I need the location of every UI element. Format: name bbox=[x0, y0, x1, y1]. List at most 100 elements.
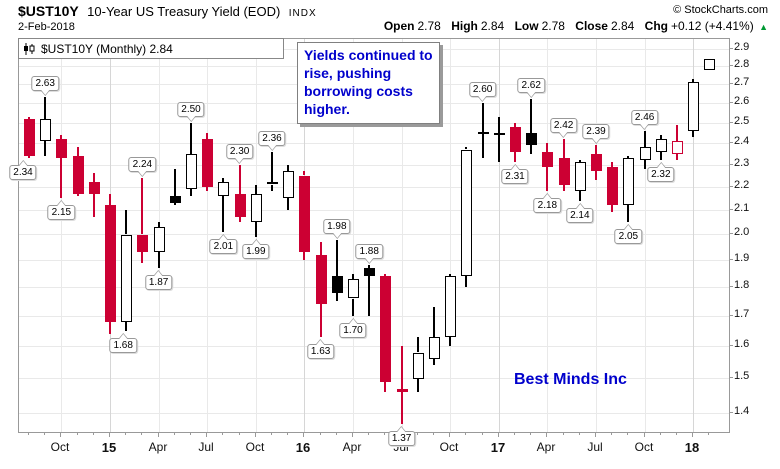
gridline-horizontal bbox=[19, 346, 729, 347]
price-callout: 2.42 bbox=[549, 118, 578, 139]
y-axis-tick bbox=[729, 233, 733, 234]
price-callout: 2.24 bbox=[128, 156, 157, 177]
candle-body bbox=[526, 132, 537, 146]
candle-wick bbox=[368, 265, 370, 269]
candle-body bbox=[73, 155, 84, 194]
y-axis-tick bbox=[729, 377, 733, 378]
candle-wick bbox=[449, 336, 451, 347]
candle-wick bbox=[77, 147, 79, 156]
candle-wick bbox=[579, 160, 581, 163]
gridline-horizontal bbox=[19, 378, 729, 379]
candle-body bbox=[510, 126, 521, 152]
candle-wick bbox=[465, 276, 467, 288]
y-axis-tick bbox=[729, 65, 733, 66]
price-callout: 2.05 bbox=[614, 224, 643, 245]
annotation-note: Yields continued to rise, pushing borrow… bbox=[297, 42, 440, 124]
candle-body bbox=[461, 149, 472, 277]
candle-wick bbox=[125, 210, 127, 235]
candle-body bbox=[121, 234, 132, 322]
up-arrow-icon: ▲ bbox=[759, 22, 768, 32]
gridline-vertical bbox=[645, 39, 646, 432]
x-axis-tick bbox=[303, 432, 304, 437]
chart-legend: $UST10Y (Monthly) 2.84 bbox=[18, 38, 284, 59]
x-axis-label: 16 bbox=[295, 440, 311, 455]
x-axis-tick bbox=[660, 432, 661, 435]
price-callout: 2.14 bbox=[566, 202, 594, 223]
candle-wick bbox=[190, 122, 192, 154]
open-label: Open bbox=[383, 19, 415, 33]
candle-wick bbox=[417, 378, 419, 392]
x-axis-tick bbox=[482, 432, 483, 435]
x-axis-tick bbox=[465, 432, 466, 435]
x-axis-tick bbox=[239, 432, 240, 435]
x-axis-tick bbox=[174, 432, 175, 435]
x-axis-tick bbox=[206, 432, 207, 437]
candle-body bbox=[137, 234, 148, 253]
y-axis-tick bbox=[729, 122, 733, 123]
candle-body bbox=[332, 276, 343, 293]
candle-body bbox=[445, 276, 456, 337]
candle-wick bbox=[255, 184, 257, 194]
candle-body bbox=[672, 141, 683, 154]
y-axis-label: 1.5 bbox=[734, 370, 750, 382]
candle-body bbox=[397, 388, 408, 392]
candle-wick bbox=[563, 184, 565, 192]
candle-wick bbox=[563, 139, 565, 159]
close-label: Close bbox=[575, 19, 608, 33]
candle-body bbox=[380, 276, 391, 382]
quote-date: 2-Feb-2018 bbox=[18, 21, 75, 33]
candle-wick bbox=[125, 321, 127, 331]
candle-body bbox=[542, 151, 553, 167]
y-axis-label: 1.4 bbox=[734, 405, 750, 417]
price-callout: 2.62 bbox=[517, 78, 545, 99]
x-axis-tick bbox=[93, 432, 94, 435]
stockcharts-credit: © StockCharts.com bbox=[673, 4, 768, 16]
candle-wick bbox=[579, 191, 581, 201]
x-axis-tick bbox=[530, 432, 531, 435]
candle-wick bbox=[303, 171, 305, 176]
candle-wick bbox=[174, 168, 176, 196]
chg-value: +0.12 (+4.41%) bbox=[671, 19, 754, 33]
x-axis-tick bbox=[255, 432, 256, 437]
y-axis-tick bbox=[729, 412, 733, 413]
candle-body bbox=[89, 182, 100, 194]
x-axis-tick bbox=[158, 432, 159, 437]
candle-wick bbox=[676, 124, 678, 142]
candle-wick bbox=[449, 273, 451, 277]
y-axis-label: 2.6 bbox=[734, 95, 750, 107]
candle-body bbox=[267, 182, 278, 185]
x-axis-tick bbox=[644, 432, 645, 437]
x-axis-tick bbox=[692, 432, 693, 437]
candle-body bbox=[607, 166, 618, 206]
candle-body bbox=[623, 158, 634, 206]
price-callout: 1.63 bbox=[306, 338, 335, 359]
ohlc-quote-bar: Open 2.78 High 2.84 Low 2.78 Close 2.84 Chg +… bbox=[384, 19, 768, 33]
x-axis-tick bbox=[546, 432, 547, 437]
y-axis-label: 2.8 bbox=[734, 58, 750, 70]
x-axis-tick bbox=[611, 432, 612, 435]
candle-wick bbox=[320, 242, 322, 255]
gridline-horizontal bbox=[19, 143, 729, 144]
candle-body bbox=[688, 82, 699, 131]
x-axis-tick bbox=[77, 432, 78, 435]
x-axis-label: Apr bbox=[536, 440, 556, 454]
candle-wick bbox=[109, 193, 111, 206]
candle-wick bbox=[546, 143, 548, 152]
x-axis-tick bbox=[190, 432, 191, 435]
x-axis-tick bbox=[287, 432, 288, 435]
x-axis-tick bbox=[109, 432, 110, 437]
candle-body bbox=[105, 205, 116, 322]
candle-body bbox=[640, 147, 651, 161]
y-axis-label: 2.7 bbox=[734, 76, 750, 88]
y-axis-tick bbox=[729, 209, 733, 210]
chart-header: $UST10Y 10-Year US Treasury Yield (EOD) … bbox=[18, 3, 317, 21]
candle-wick bbox=[174, 203, 176, 206]
candle-wick bbox=[77, 193, 79, 196]
y-axis-label: 1.7 bbox=[734, 308, 750, 320]
candle-body bbox=[704, 59, 715, 70]
candle-wick bbox=[352, 298, 354, 316]
gridline-vertical bbox=[402, 39, 403, 432]
x-axis-tick bbox=[141, 432, 142, 435]
candle-wick bbox=[417, 336, 419, 353]
candle-body bbox=[40, 118, 51, 142]
